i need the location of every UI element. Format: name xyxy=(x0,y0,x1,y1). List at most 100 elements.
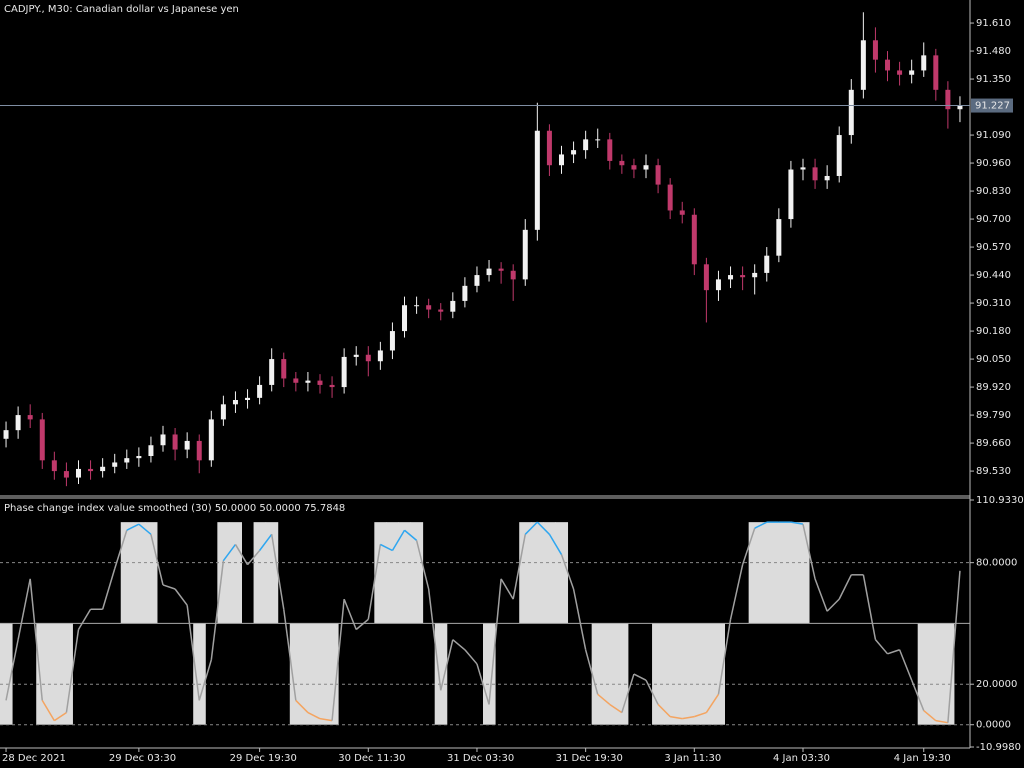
phase-zone xyxy=(398,522,412,624)
candle-body xyxy=(909,70,915,75)
indicator-segment xyxy=(923,709,937,722)
candle-body xyxy=(269,359,275,385)
indicator-segment xyxy=(572,588,587,650)
indicator-segment xyxy=(657,703,671,718)
phase-zone xyxy=(386,522,399,624)
candle-body xyxy=(353,354,359,357)
candle-body xyxy=(462,285,468,301)
indicator-segment xyxy=(898,649,913,681)
candle-body xyxy=(510,270,516,280)
indicator-segment xyxy=(682,715,695,720)
y-tick-label: -10.9980 xyxy=(976,742,1021,753)
y-tick-label: 20.0000 xyxy=(976,679,1017,690)
phase-zone xyxy=(712,623,725,725)
candle-body xyxy=(112,462,118,467)
indicator-segment xyxy=(198,659,213,701)
phase-zone xyxy=(929,623,943,725)
candle-body xyxy=(836,135,842,176)
phase-zone xyxy=(36,623,49,725)
zones xyxy=(0,522,955,725)
indicator-segment xyxy=(645,679,659,705)
candle-body xyxy=(728,275,734,280)
y-tick-label: 90.570 xyxy=(976,242,1011,253)
candle-body xyxy=(329,384,335,388)
indicator-segment xyxy=(790,521,804,525)
phase-zone xyxy=(301,623,315,725)
phase-zone xyxy=(748,522,762,624)
phase-zone xyxy=(917,623,931,725)
y-tick-label: 90.830 xyxy=(976,186,1011,197)
phase-zone xyxy=(229,522,242,624)
candle-body xyxy=(558,154,564,166)
candle-body xyxy=(414,305,420,307)
candle-body xyxy=(281,359,287,379)
x-tick-label: 29 Dec 19:30 xyxy=(230,753,297,764)
candle-body xyxy=(3,430,9,439)
y-tick-label: 90.050 xyxy=(976,354,1011,365)
candle-body xyxy=(402,305,408,332)
candle-body xyxy=(341,356,347,388)
phase-zone xyxy=(941,623,955,725)
phase-zone xyxy=(410,522,424,624)
indicator-segment xyxy=(283,609,297,701)
candle-body xyxy=(474,275,480,286)
candle-body xyxy=(667,184,673,211)
phase-zone xyxy=(483,623,496,725)
indicator-segment xyxy=(560,554,575,590)
indicator-segment xyxy=(500,578,514,600)
current-price-box xyxy=(971,98,1013,113)
indicator-segment xyxy=(512,534,526,600)
candle-body xyxy=(957,105,963,110)
indicator-segment xyxy=(947,570,961,723)
phase-zone xyxy=(289,623,303,725)
y-tick-label: 0.0000 xyxy=(976,720,1011,731)
indicator-segment xyxy=(391,529,406,551)
indicator-segment xyxy=(270,534,285,610)
phase-zone xyxy=(374,522,387,624)
phase-zone xyxy=(326,623,339,725)
phase-zone xyxy=(265,522,279,624)
indicator-segment xyxy=(633,673,647,681)
candle-body xyxy=(715,279,721,291)
candle-body xyxy=(703,264,709,291)
candle-body xyxy=(257,384,263,398)
indicator-segment xyxy=(77,608,92,630)
indicator-segment xyxy=(524,521,538,535)
candle-body xyxy=(933,55,939,90)
indicator-segment xyxy=(331,599,345,721)
indicator-segment xyxy=(440,639,454,691)
candle-body xyxy=(232,400,238,405)
candle-body xyxy=(522,229,528,280)
y-tick-label: 91.090 xyxy=(976,130,1011,141)
indicator-segment xyxy=(548,533,563,555)
candle-body xyxy=(148,445,154,457)
phase-zone xyxy=(603,623,617,725)
candle-body xyxy=(377,350,383,362)
indicator-segment xyxy=(53,711,67,722)
candle-body xyxy=(27,415,33,420)
indicator-segment xyxy=(65,629,80,713)
candle-body xyxy=(546,130,552,166)
candle-body xyxy=(208,419,214,461)
indicator-segment xyxy=(717,619,732,695)
candle-body xyxy=(607,139,613,161)
candle-body xyxy=(776,219,782,256)
indicator-segment xyxy=(295,699,309,714)
indicator-segment xyxy=(935,719,949,724)
indicator-segment xyxy=(150,534,164,586)
candle-body xyxy=(788,169,794,220)
phase-zone xyxy=(688,623,701,725)
indicator-segment xyxy=(186,605,200,701)
candle-body xyxy=(679,210,685,215)
candle-body xyxy=(595,139,601,141)
y-tick-label: 90.180 xyxy=(976,326,1011,337)
candle-body xyxy=(293,378,299,383)
candle-body xyxy=(486,268,492,276)
indicator-segment xyxy=(802,524,816,580)
indicator-segment xyxy=(536,521,550,535)
indicator-segment xyxy=(234,544,249,566)
indicator-segment xyxy=(609,703,623,714)
indicator-segment xyxy=(5,639,19,701)
phase-zone xyxy=(531,522,544,624)
